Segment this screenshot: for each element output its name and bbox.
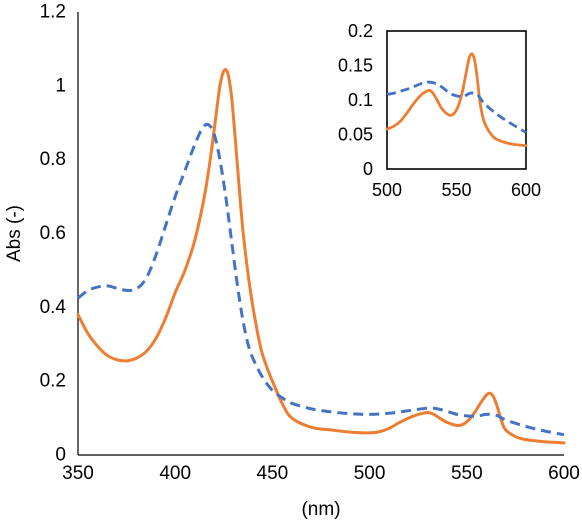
inset-x-tick-label: 550 xyxy=(441,180,471,200)
main-y-tick-label: 0.8 xyxy=(40,149,66,170)
main-series-solid-line xyxy=(76,68,566,445)
inset-x-tick-label: 600 xyxy=(511,180,541,200)
inset-x-tick-label: 500 xyxy=(372,180,402,200)
main-x-tick-label: 350 xyxy=(62,463,94,484)
main-x-tick-label: 500 xyxy=(354,463,386,484)
inset-series-solid-line xyxy=(385,52,528,147)
inset-y-tick-label: 0.05 xyxy=(338,125,373,145)
main-x-axis-label: (nm) xyxy=(301,499,340,520)
main-plot: 350 400 450 500 550 600 0 0.2 0.4 0.6 0.8 1 1.2 (nm) A… xyxy=(4,2,580,521)
inset-y-tick-label: 0 xyxy=(363,159,373,179)
main-y-tick-label: 1.2 xyxy=(40,2,66,23)
inset-plot: 500 550 600 0 0.05 0.1 0.15 0.2 xyxy=(338,21,541,200)
inset-y-tick-label: 0.1 xyxy=(348,90,373,110)
inset-y-tick-label: 0.2 xyxy=(348,21,373,41)
main-x-tick-label: 550 xyxy=(451,463,483,484)
inset-frame xyxy=(386,30,527,170)
main-y-axis-label: Abs (-) xyxy=(4,205,25,262)
main-x-tick-label: 400 xyxy=(159,463,191,484)
main-series-dashed-line xyxy=(77,122,565,437)
main-y-tick-label: 0.2 xyxy=(40,371,66,392)
main-y-tick-label: 0.6 xyxy=(40,223,66,244)
inset-y-tick-label: 0.15 xyxy=(338,56,373,76)
main-x-tick-label: 600 xyxy=(548,463,580,484)
main-y-tick-label: 0.4 xyxy=(40,297,67,318)
main-x-tick-label: 450 xyxy=(257,463,289,484)
main-y-tick-label: 0 xyxy=(55,445,66,466)
main-y-tick-label: 1 xyxy=(55,75,66,96)
inset-series-dashed-line xyxy=(386,80,527,134)
